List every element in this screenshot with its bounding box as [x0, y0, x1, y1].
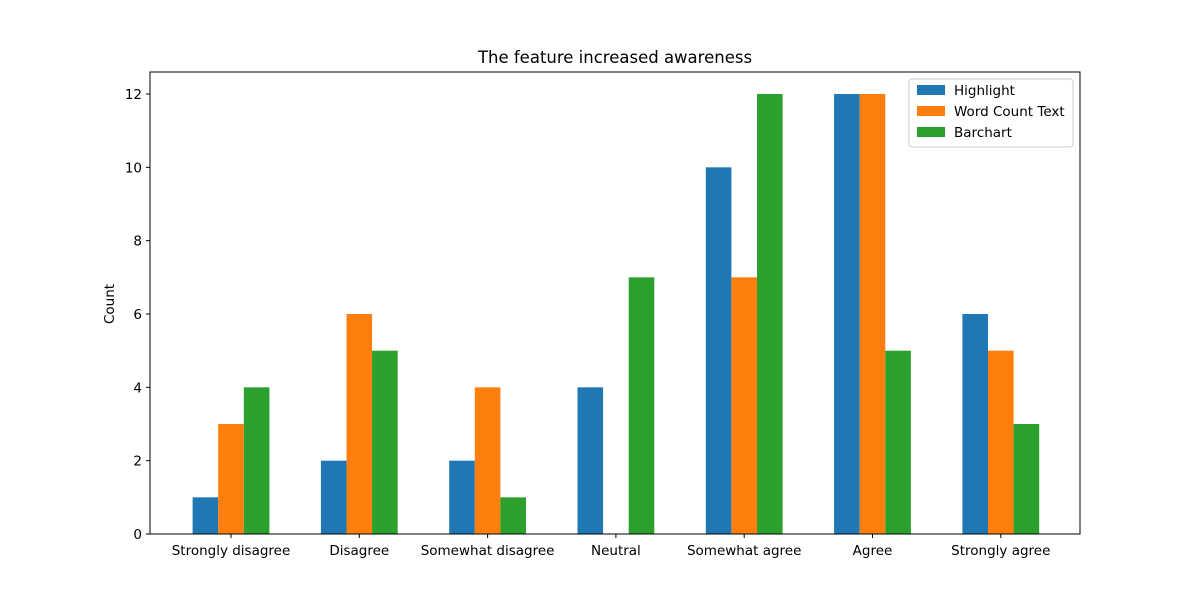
bar-word-count-text-strongly-disagree — [218, 424, 244, 534]
bar-highlight-strongly-agree — [962, 314, 988, 534]
legend-label-highlight: Highlight — [954, 83, 1015, 99]
legend-swatch-barchart — [917, 127, 945, 137]
legend: Highlight Word Count Text Barchart — [908, 78, 1074, 148]
bar-word-count-text-somewhat-agree — [731, 277, 757, 534]
y-tick-label-0: 0 — [133, 527, 142, 543]
legend-label-word-count-text: Word Count Text — [954, 104, 1065, 120]
legend-swatch-highlight — [917, 85, 945, 95]
bar-highlight-strongly-disagree — [192, 497, 219, 534]
y-axis-ticks: 0 2 4 6 8 10 12 — [125, 87, 150, 543]
legend-box — [908, 78, 1074, 148]
y-tick-label-8: 8 — [133, 234, 142, 250]
bar-word-count-text-strongly-agree — [988, 350, 1014, 534]
y-tick-label-2: 2 — [133, 454, 142, 470]
bar-barchart-somewhat-disagree — [500, 497, 526, 534]
x-axis-ticks: Strongly disagree Disagree Somewhat disagr… — [172, 534, 1050, 559]
x-tick-label-somewhat-disagree: Somewhat disagree — [421, 543, 555, 559]
legend-label-barchart: Barchart — [954, 125, 1012, 141]
bar-highlight-disagree — [320, 460, 347, 534]
x-tick-label-agree: Agree — [853, 543, 893, 559]
y-tick-label-10: 10 — [125, 160, 142, 176]
bar-word-count-text-disagree — [346, 314, 373, 534]
bar-highlight-neutral — [577, 387, 604, 534]
y-tick-label-6: 6 — [133, 307, 142, 323]
legend-swatch-word-count-text — [917, 106, 945, 116]
chart-title: The feature increased awareness — [477, 48, 752, 67]
plot-frame — [149, 71, 1081, 535]
y-tick-label-12: 12 — [125, 87, 142, 103]
bars-group — [192, 94, 1040, 534]
bar-barchart-strongly-agree — [1013, 424, 1040, 534]
bar-barchart-agree — [885, 350, 911, 534]
x-tick-label-strongly-agree: Strongly agree — [951, 543, 1050, 559]
y-axis-label: Count — [102, 284, 118, 324]
bar-word-count-text-agree — [859, 94, 886, 534]
x-tick-label-neutral: Neutral — [591, 543, 641, 559]
bar-word-count-text-somewhat-disagree — [474, 387, 501, 534]
y-tick-label-4: 4 — [133, 380, 142, 396]
bar-barchart-somewhat-agree — [757, 94, 783, 534]
bar-highlight-agree — [834, 94, 860, 534]
x-tick-label-disagree: Disagree — [329, 543, 389, 559]
x-tick-label-somewhat-agree: Somewhat agree — [687, 543, 801, 559]
bar-barchart-strongly-disagree — [243, 387, 270, 534]
bar-highlight-somewhat-agree — [705, 167, 732, 534]
x-tick-label-strongly-disagree: Strongly disagree — [172, 543, 291, 559]
bar-highlight-somewhat-disagree — [449, 460, 475, 534]
bar-barchart-neutral — [628, 277, 655, 534]
bar-barchart-disagree — [372, 350, 398, 534]
